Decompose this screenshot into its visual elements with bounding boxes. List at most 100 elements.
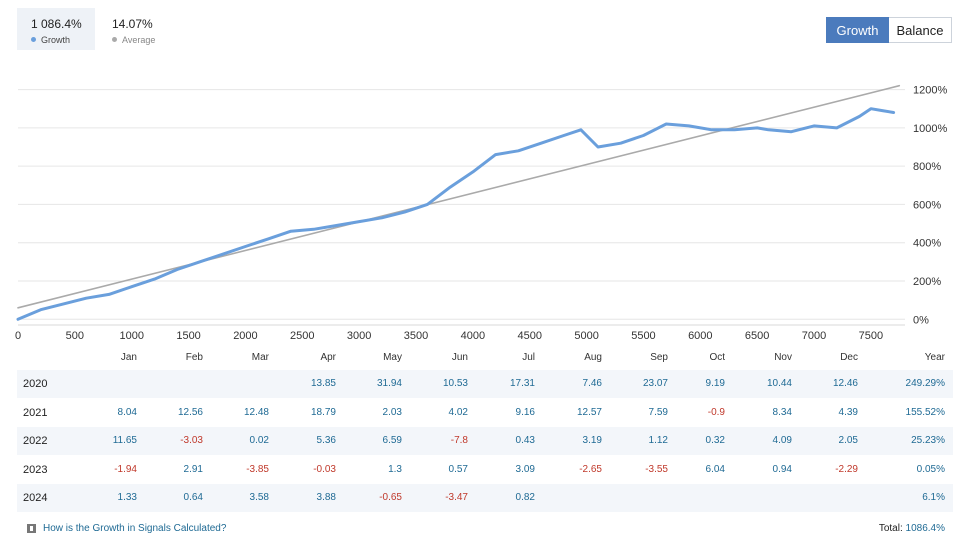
month-value-cell: 7.46 [582,378,602,389]
growth-series-line [16,107,896,321]
row-year: 2024 [23,492,48,504]
month-value-cell: -3.55 [645,463,668,475]
x-tick-label: 1500 [176,330,200,342]
total-growth: Total: 1086.4% [879,523,945,534]
balance-toggle-button[interactable]: Balance [889,17,952,43]
y-tick-label: 1000% [913,123,947,135]
month-value-cell: 12.46 [832,378,858,389]
help-icon [27,524,36,533]
month-value-cell: 0.57 [448,463,468,475]
average-legend: Average [112,34,164,46]
table-row: 2023 -1.94 2.91 -3.85 -0.03 1.3 0.57 3.09 -2.65 -… [17,456,953,484]
month-value-cell: 7.59 [648,406,668,418]
y-tick-label: 1200% [913,85,947,97]
x-tick-label: 1000 [119,330,143,342]
month-value-cell: 11.65 [112,435,137,446]
growth-value: 1 086.4% [31,17,82,31]
month-value-cell: 3.88 [316,492,336,503]
month-value-cell: 13.85 [310,378,336,389]
month-header: Jan Feb Mar Apr May Jun Jul Aug Sep Oct Nov Dec Year [0,352,970,366]
row-year: 2021 [23,406,48,419]
year-total-cell: 25.23% [911,435,945,446]
x-tick-label: 6000 [688,330,712,342]
month-value-cell: 0.94 [772,463,792,475]
average-trend-line [17,84,901,309]
month-value-cell: 0.43 [515,435,535,446]
x-tick-label: 0 [15,330,21,342]
month-value-cell: -3.85 [246,463,269,475]
y-tick-label: 800% [913,161,941,173]
x-tick-label: 2000 [233,330,257,342]
row-year: 2023 [23,463,48,476]
month-value-cell: -0.65 [379,492,402,503]
month-value-cell: 31.94 [376,378,402,389]
month-value-cell: 8.34 [772,406,792,418]
table-row: 2024 1.33 0.64 3.58 3.88 -0.65 -3.47 0.82 6.1% [17,484,953,512]
year-total-cell: 155.52% [905,406,945,418]
month-value-cell: -1.94 [114,463,137,475]
month-label: Oct [709,352,725,363]
x-tick-label: 7000 [802,330,826,342]
month-label: Jun [451,352,468,363]
x-tick-label: 3500 [404,330,428,342]
month-value-cell: -7.8 [450,435,468,446]
month-value-cell: -3.03 [180,435,203,446]
average-summary: 14.07% Average [98,8,178,50]
month-label: Dec [840,352,858,363]
month-value-cell: 23.07 [642,378,668,389]
month-value-cell: 9.16 [515,406,535,418]
month-label: Nov [774,352,792,363]
month-value-cell: 2.03 [382,406,402,418]
month-value-cell: 0.32 [705,435,725,446]
total-label: Total: [878,523,903,534]
row-year: 2020 [23,378,48,390]
month-value-cell: 8.04 [117,406,137,418]
table-row: 2021 8.04 12.56 12.48 18.79 2.03 4.02 9.16 12.57… [17,399,953,427]
month-value-cell: 3.09 [515,463,535,475]
month-label: Jan [120,352,137,363]
month-label: Jul [522,352,535,363]
y-tick-label: 400% [913,238,941,250]
month-value-cell: 0.02 [249,435,269,446]
growth-help-link[interactable]: How is the Growth in Signals Calculated? [27,523,226,534]
growth-summary: 1 086.4% Growth [17,8,95,50]
month-value-cell: 4.39 [838,406,858,418]
month-label: Sep [650,352,668,363]
year-total-cell: 6.1% [922,492,945,503]
x-tick-label: 7500 [859,330,883,342]
x-tick-label: 4000 [461,330,485,342]
x-tick-label: 4500 [517,330,541,342]
month-label: Apr [320,352,336,363]
month-value-cell: 1.33 [117,492,137,503]
x-tick-label: 5000 [574,330,598,342]
x-tick-label: 500 [66,330,84,342]
month-value-cell: 17.31 [509,378,535,389]
month-value-cell: 18.79 [310,406,336,418]
total-value: 1086.4% [905,523,945,534]
x-tick-label: 2500 [290,330,314,342]
y-tick-label: 200% [913,276,941,288]
y-tick-label: 600% [913,199,941,211]
table-row: 2020 13.85 31.94 10.53 17.31 7.46 23.07 9.19 10.… [17,370,953,398]
month-label: May [383,352,402,363]
growth-toggle-button[interactable]: Growth [826,17,889,43]
growth-legend: Growth [31,34,81,46]
month-value-cell: 4.09 [772,435,792,446]
x-tick-label: 6500 [745,330,769,342]
month-value-cell: -2.65 [579,463,602,475]
year-total-cell: 0.05% [916,463,945,475]
month-label: Feb [185,352,203,363]
x-tick-label: 3000 [347,330,371,342]
growth-label: Growth [41,35,71,45]
average-label: Average [122,35,156,45]
y-tick-label: 0% [913,314,929,326]
month-value-cell: 2.91 [183,463,203,475]
average-value: 14.07% [112,17,153,31]
year-column-label: Year [924,352,945,363]
table-row: 2022 11.65 -3.03 0.02 5.36 6.59 -7.8 0.43 3.19 1.… [17,427,953,455]
month-value-cell: -0.9 [707,406,725,418]
month-value-cell: 1.12 [648,435,668,446]
month-value-cell: 12.56 [177,406,203,418]
month-value-cell: -2.29 [835,463,858,475]
month-value-cell: 0.64 [183,492,203,503]
